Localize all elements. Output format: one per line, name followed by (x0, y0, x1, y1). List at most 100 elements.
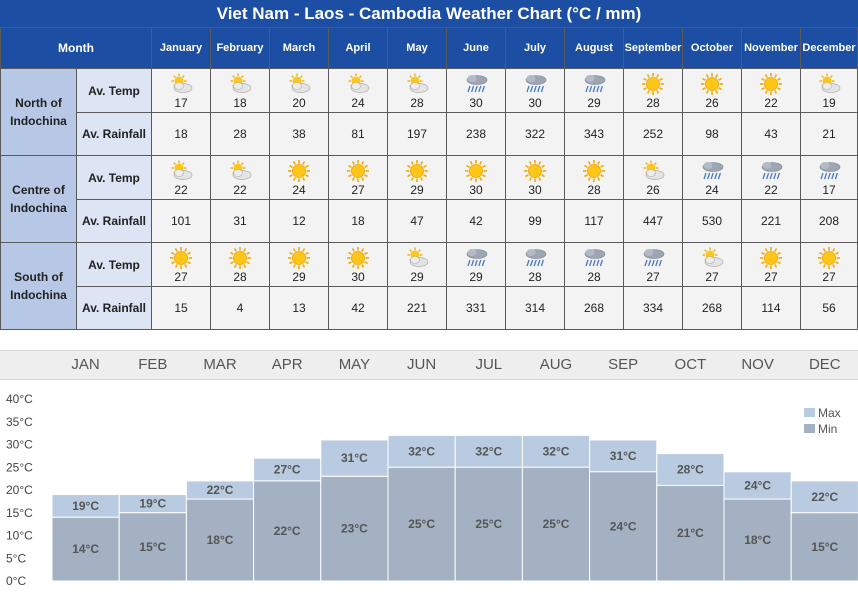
month-strip-label: MAR (203, 356, 237, 373)
rain-cell: 47 (387, 199, 447, 243)
region-label: North of Indochina (0, 68, 77, 156)
min-label: 25°C (408, 517, 435, 531)
rain-cell: 42 (328, 286, 388, 330)
temp-cell: 30 (446, 155, 506, 200)
temp-cell: 28 (623, 68, 683, 113)
sun-icon (683, 72, 741, 96)
rain-cell: 238 (446, 112, 506, 156)
month-strip: JAN FEB MAR APR MAY JUN JUL AUG SEP OCT NOV DEC (0, 350, 858, 380)
month-strip-label: FEB (138, 356, 168, 373)
rain-cell: 334 (623, 286, 683, 330)
rain-cell: 13 (269, 286, 329, 330)
rain-row: Av. Rainfall 101 31 12 18 47 42 99 117 447 530 221 2… (1, 199, 858, 243)
rain-cell: 101 (151, 199, 211, 243)
rain-cell: 31 (210, 199, 270, 243)
temp-value: 22 (174, 183, 188, 197)
rain-cell: 42 (446, 199, 506, 243)
temp-value: 24 (351, 96, 365, 110)
max-bar (656, 453, 725, 486)
temp-value: 28 (646, 96, 660, 110)
rain-cell: 15 (151, 286, 211, 330)
temp-cell: 26 (623, 155, 683, 200)
temp-value: 24 (292, 183, 306, 197)
temp-value: 22 (764, 96, 778, 110)
y-tick-label: 5°C (6, 551, 26, 565)
temp-value: 27 (646, 270, 660, 284)
min-label: 15°C (139, 540, 166, 554)
rain-row: Av. Rainfall 15 4 13 42 221 331 314 268 334 268 114… (1, 286, 858, 330)
region-label: South of Indochina (0, 242, 77, 330)
temp-cell: 30 (505, 155, 565, 200)
temp-value: 28 (528, 270, 542, 284)
rain-cloud-icon (447, 246, 505, 270)
month-header-cell: May (387, 27, 447, 69)
max-bar (589, 439, 658, 473)
month-header-cell: June (446, 27, 506, 69)
partly-cloudy-icon (152, 159, 210, 183)
temp-value: 29 (469, 270, 483, 284)
max-label: 19°C (139, 497, 166, 511)
temp-cell: 27 (328, 155, 388, 200)
month-strip-label: AUG (539, 356, 573, 373)
rain-cell: 197 (387, 112, 447, 156)
rain-cloud-icon (683, 159, 741, 183)
sun-icon (447, 159, 505, 183)
temp-cell: 29 (269, 242, 329, 287)
rain-cell: 252 (623, 112, 683, 156)
temp-value: 28 (587, 270, 601, 284)
min-bar (790, 512, 858, 582)
temp-cell: 20 (269, 68, 329, 113)
rain-cell: 117 (564, 199, 624, 243)
partly-cloudy-icon (152, 72, 210, 96)
temp-value: 30 (528, 96, 542, 110)
month-strip-label: JAN (71, 356, 100, 373)
temp-value: 26 (646, 183, 660, 197)
row-label-rain: Av. Rainfall (76, 112, 152, 156)
partly-cloudy-icon (329, 72, 387, 96)
region-name-line1: North of (15, 96, 62, 110)
rain-cell: 314 (505, 286, 565, 330)
temp-value: 29 (410, 183, 424, 197)
temp-cell: 27 (741, 242, 801, 287)
month-strip-label: SEP (608, 356, 639, 373)
sun-icon (506, 159, 564, 183)
temp-value: 27 (174, 270, 188, 284)
y-tick-label: 20°C (6, 483, 33, 497)
temp-cell: 29 (446, 242, 506, 287)
min-bar (118, 512, 187, 582)
rain-cell: 322 (505, 112, 565, 156)
min-bar (454, 466, 523, 582)
rain-cloud-icon (506, 246, 564, 270)
min-label: 15°C (811, 540, 838, 554)
temp-value: 29 (410, 270, 424, 284)
temp-value: 17 (822, 183, 836, 197)
rain-cell: 99 (505, 199, 565, 243)
temp-cell: 30 (505, 68, 565, 113)
partly-cloudy-icon (388, 72, 446, 96)
partly-cloudy-icon (624, 159, 682, 183)
min-label: 25°C (475, 517, 502, 531)
min-label: 21°C (677, 526, 704, 540)
rain-cell: 43 (741, 112, 801, 156)
temp-cell: 22 (741, 155, 801, 200)
min-bar (589, 471, 658, 582)
temp-cell: 28 (505, 242, 565, 287)
sun-icon (742, 246, 800, 270)
month-header-cell: September (623, 27, 683, 69)
month-strip-label: APR (271, 356, 303, 373)
rain-cloud-icon (801, 159, 857, 183)
sun-icon (624, 72, 682, 96)
rain-cloud-icon (447, 72, 505, 96)
max-bar (723, 471, 792, 500)
min-bar (320, 475, 389, 582)
temp-value: 22 (764, 183, 778, 197)
temperature-chart: 0°C 5°C 10°C 15°C 20°C 25°C 30°C 35°C 40°C 19°C 14… (6, 392, 858, 588)
y-tick-label: 10°C (6, 529, 33, 543)
rain-cell: 18 (328, 199, 388, 243)
sun-icon (565, 159, 623, 183)
month-strip-label: JUL (475, 356, 503, 373)
temp-value: 28 (410, 96, 424, 110)
month-header-cell: November (741, 27, 801, 69)
weather-table: Month January February March April May J… (0, 27, 858, 330)
temp-cell: 22 (210, 155, 270, 200)
